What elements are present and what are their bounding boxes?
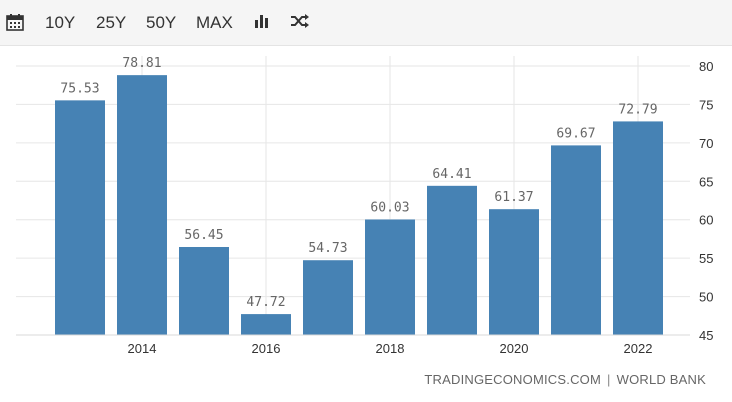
chart-toolbar: 10Y 25Y 50Y MAX — [0, 0, 732, 46]
bar-2013[interactable] — [55, 100, 105, 335]
range-50y-button[interactable]: 50Y — [146, 13, 177, 32]
y-tick-label: 70 — [699, 136, 713, 151]
bar-value-label: 61.37 — [494, 190, 533, 205]
x-tick-label: 2014 — [128, 341, 157, 356]
y-tick-label: 80 — [699, 59, 713, 74]
x-tick-label: 2022 — [624, 341, 653, 356]
x-tick-label: 2018 — [376, 341, 405, 356]
source-attribution: TRADINGECONOMICS.COM | WORLD BANK — [424, 372, 706, 387]
bar-2017[interactable] — [303, 260, 353, 335]
bar-2018[interactable] — [365, 219, 415, 335]
y-tick-label: 75 — [699, 97, 713, 112]
source-provider: WORLD BANK — [616, 372, 706, 387]
y-tick-label: 65 — [699, 174, 713, 189]
bar-value-label: 78.81 — [122, 56, 161, 71]
bar-2021[interactable] — [551, 145, 601, 335]
bar-value-label: 64.41 — [432, 167, 471, 182]
bar-value-label: 75.53 — [60, 81, 99, 96]
calendar-icon[interactable] — [6, 13, 24, 36]
bar-chart-icon[interactable] — [254, 13, 270, 34]
range-25y-button[interactable]: 25Y — [96, 13, 127, 32]
bar-2015[interactable] — [179, 246, 229, 335]
bar-value-label: 69.67 — [556, 126, 595, 141]
bar-chart: 45 50 55 60 65 70 75 80 75.53 78.81 56.45 47.72 54.7… — [16, 56, 713, 356]
bar-value-label: 47.72 — [246, 295, 285, 310]
y-tick-label: 55 — [699, 251, 713, 266]
bar-2016[interactable] — [241, 314, 291, 335]
x-tick-label: 2016 — [252, 341, 281, 356]
source-site[interactable]: TRADINGECONOMICS.COM — [424, 372, 602, 387]
range-10y-button[interactable]: 10Y — [45, 13, 76, 32]
range-max-button[interactable]: MAX — [196, 13, 233, 32]
bar-2014[interactable] — [117, 75, 167, 335]
y-tick-label: 45 — [699, 328, 713, 343]
bar-2022[interactable] — [613, 121, 663, 335]
bar-value-label: 60.03 — [370, 200, 409, 215]
y-tick-label: 60 — [699, 213, 713, 228]
x-tick-label: 2020 — [500, 341, 529, 356]
shuffle-icon[interactable] — [290, 13, 310, 34]
bar-value-label: 72.79 — [618, 102, 657, 117]
bar-value-label: 56.45 — [184, 228, 223, 243]
bar-2019[interactable] — [427, 185, 477, 335]
bar-2020[interactable] — [489, 209, 539, 335]
bar-value-label: 54.73 — [308, 241, 347, 256]
source-separator: | — [607, 372, 611, 387]
y-tick-label: 50 — [699, 290, 713, 305]
